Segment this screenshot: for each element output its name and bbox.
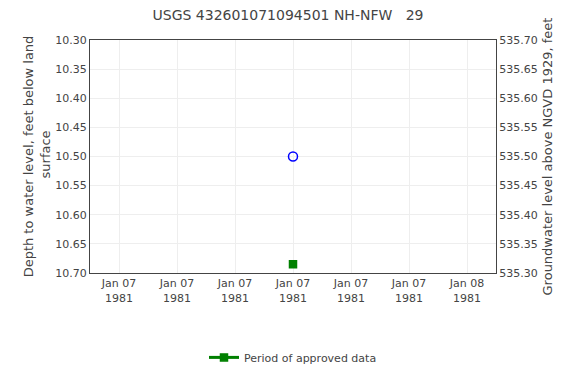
svg-text:10.45: 10.45 <box>55 121 87 134</box>
svg-text:535.40: 535.40 <box>499 209 538 222</box>
svg-text:535.60: 535.60 <box>499 92 538 105</box>
svg-text:10.50: 10.50 <box>55 150 87 163</box>
svg-text:Period of approved data: Period of approved data <box>244 352 376 365</box>
svg-text:10.60: 10.60 <box>55 209 87 222</box>
svg-text:Jan 071981: Jan 071981 <box>159 277 194 304</box>
svg-text:10.35: 10.35 <box>55 63 87 76</box>
svg-text:Jan 071981: Jan 071981 <box>101 277 136 304</box>
svg-text:535.30: 535.30 <box>499 267 538 280</box>
svg-text:Jan 071981: Jan 071981 <box>391 277 426 304</box>
svg-text:535.45: 535.45 <box>499 179 538 192</box>
svg-text:10.55: 10.55 <box>55 179 87 192</box>
svg-text:535.35: 535.35 <box>499 238 538 251</box>
svg-text:10.30: 10.30 <box>55 34 87 47</box>
svg-text:Depth to water level, feet bel: Depth to water level, feet below land su… <box>21 36 53 278</box>
svg-text:Groundwater level above NGVD 1: Groundwater level above NGVD 1929, feet <box>540 18 555 296</box>
svg-text:535.55: 535.55 <box>499 121 538 134</box>
svg-text:10.65: 10.65 <box>55 238 87 251</box>
svg-text:535.70: 535.70 <box>499 34 538 47</box>
svg-text:535.65: 535.65 <box>499 63 538 76</box>
svg-text:10.40: 10.40 <box>55 92 87 105</box>
svg-text:535.50: 535.50 <box>499 150 538 163</box>
svg-text:Jan 081981: Jan 081981 <box>449 277 484 304</box>
svg-text:USGS 432601071094501 NH-NFW: USGS 432601071094501 NH-NFW 29 <box>153 7 424 23</box>
svg-text:Jan 071981: Jan 071981 <box>217 277 252 304</box>
svg-text:Jan 071981: Jan 071981 <box>275 277 310 304</box>
svg-text:10.70: 10.70 <box>55 267 87 280</box>
svg-text:Jan 071981: Jan 071981 <box>333 277 368 304</box>
